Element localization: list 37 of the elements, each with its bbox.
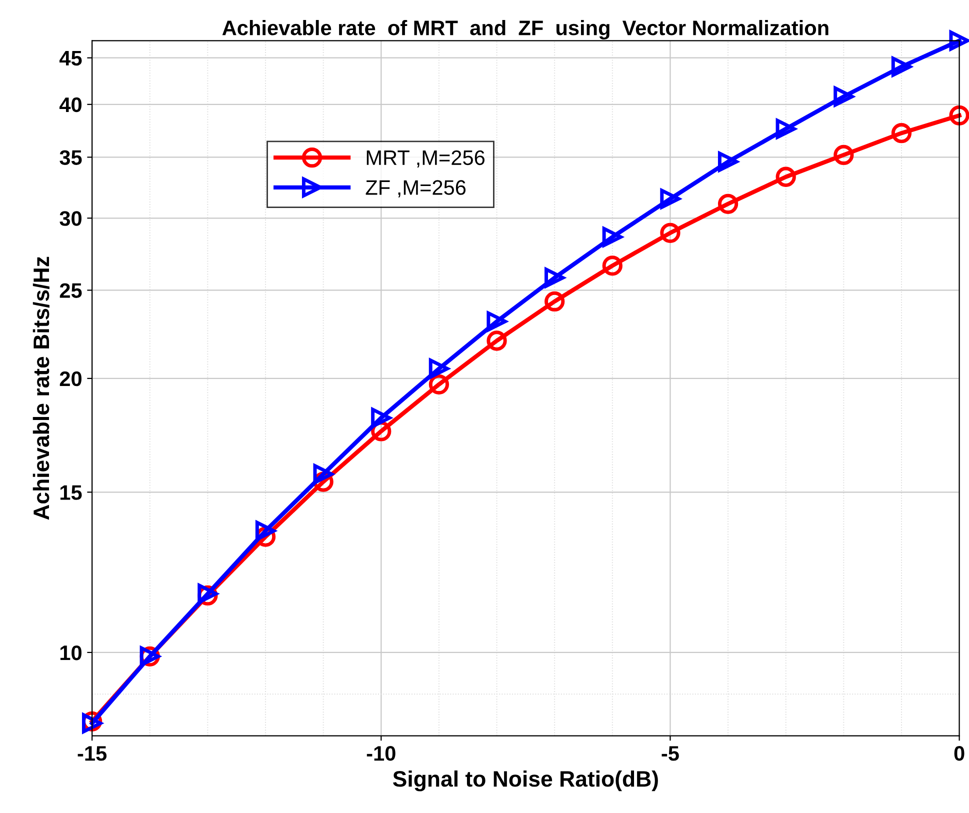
- point: [255, 520, 276, 541]
- x-tick-label: -10: [366, 746, 396, 761]
- point: [602, 256, 622, 276]
- point: [486, 330, 507, 351]
- point: [544, 268, 565, 288]
- y-tick-label: 10: [60, 645, 82, 660]
- point: [428, 374, 450, 394]
- legend-label: ZF ,M=256: [366, 180, 466, 198]
- point: [718, 152, 738, 172]
- point: [949, 105, 969, 126]
- legend-label: MRT ,M=256: [366, 150, 485, 168]
- point: [891, 56, 912, 77]
- point: [371, 408, 392, 428]
- y-tick-label: 15: [60, 485, 82, 500]
- x-axis-title: Signal to Noise Ratio(dB): [392, 770, 658, 792]
- point: [660, 222, 680, 243]
- y-tick-label: 45: [59, 51, 82, 66]
- y-tick-label: 20: [60, 371, 82, 386]
- point: [834, 86, 854, 107]
- y-tick-label: 40: [59, 97, 82, 112]
- x-tick-label: 0: [954, 746, 964, 761]
- point: [718, 194, 738, 214]
- x-tick-label: -5: [662, 746, 679, 761]
- y-tick-label: 35: [60, 150, 82, 165]
- point: [660, 188, 680, 209]
- point: [776, 166, 796, 187]
- point: [949, 30, 969, 51]
- chart-title: Achievable rate of MRT and ZF using Vector Normalization: [222, 20, 828, 40]
- y-tick-label: 30: [60, 211, 82, 226]
- point: [428, 358, 450, 379]
- point: [486, 311, 507, 332]
- point: [834, 144, 854, 166]
- x-tick-label: -15: [78, 746, 107, 761]
- y-axis-title: Achievable rate Bits/s/Hz: [32, 256, 50, 520]
- y-tick-label: 25: [60, 283, 82, 298]
- point: [891, 123, 912, 144]
- point: [544, 291, 565, 312]
